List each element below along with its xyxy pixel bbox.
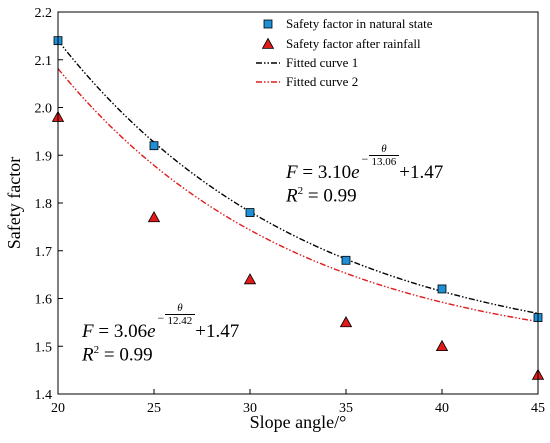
equation-2: F = 3.06e − θ 12.42 +1.47 [82, 302, 240, 342]
equation-1-denominator: 13.06 [368, 155, 400, 168]
data-point-series-2 [243, 273, 257, 285]
data-point-series-1 [341, 255, 351, 265]
r-squared-1-R: R [286, 185, 298, 207]
y-tick-label: 2.1 [35, 54, 53, 69]
r-squared-2-sup: 2 [93, 344, 100, 356]
x-tick-label: 30 [243, 401, 257, 416]
legend-label-1: Safety factor in natural state [286, 16, 433, 31]
y-tick-label: 1.9 [35, 149, 53, 164]
y-tick-label: 1.8 [35, 197, 53, 212]
legend-fit-label-1: Fitted curve 1 [286, 55, 358, 70]
data-point-series-1 [149, 141, 159, 151]
x-tick-label: 20 [51, 401, 65, 416]
x-tick-label: 25 [147, 401, 161, 416]
fitted-curve-1 [57, 40, 539, 315]
r-squared-2: R2 = 0.99 [82, 344, 153, 366]
r-squared-1-sup: 2 [297, 185, 304, 197]
legend-label-2: Safety factor after rainfall [286, 36, 421, 51]
equation-1: F = 3.10e − θ 13.06 +1.47 [286, 143, 444, 183]
equation-2-offset: +1.47 [195, 321, 240, 342]
data-point-series-1 [245, 208, 255, 217]
equation-2-F: F [82, 321, 94, 342]
y-tick-label: 1.6 [35, 293, 53, 308]
equation-2-theta: θ [177, 302, 183, 314]
r-squared-1: R2 = 0.99 [286, 185, 357, 207]
data-point-series-2 [339, 316, 353, 328]
equation-2-e: e [147, 321, 156, 342]
legend: Safety factor in natural state Safety fac… [256, 16, 433, 89]
equation-1-F: F [286, 162, 298, 183]
r-squared-2-R: R [82, 344, 94, 366]
x-tick-label: 45 [531, 401, 545, 416]
y-tick-label: 2.2 [35, 6, 53, 21]
data-point-series-2 [435, 339, 449, 352]
legend-marker-1 [263, 19, 273, 29]
x-tick-label: 40 [435, 401, 449, 416]
data-point-series-1 [437, 284, 447, 294]
equation-2-denominator: 12.42 [164, 314, 196, 327]
y-tick-label: 1.7 [35, 245, 53, 260]
equation-2-coef: = 3.06 [98, 321, 148, 342]
y-tick-label: 2.0 [35, 102, 53, 117]
legend-fit-label-2: Fitted curve 2 [286, 74, 358, 89]
r-squared-1-value: = 0.99 [307, 185, 357, 207]
y-tick-label: 1.5 [35, 340, 53, 355]
x-tick-label: 35 [339, 401, 353, 416]
legend-marker-2 [261, 37, 275, 49]
data-point-series-2 [147, 211, 161, 223]
equation-1-offset: +1.47 [399, 162, 444, 183]
equation-1-coef: = 3.10 [302, 162, 352, 183]
y-axis-title: Safety factor [4, 157, 24, 249]
equation-1-theta: θ [381, 143, 387, 155]
equation-1-e: e [351, 162, 360, 183]
y-tick-label: 1.4 [35, 388, 53, 403]
x-axis-title: Slope angle/° [250, 412, 347, 432]
r-squared-2-value: = 0.99 [103, 344, 153, 366]
